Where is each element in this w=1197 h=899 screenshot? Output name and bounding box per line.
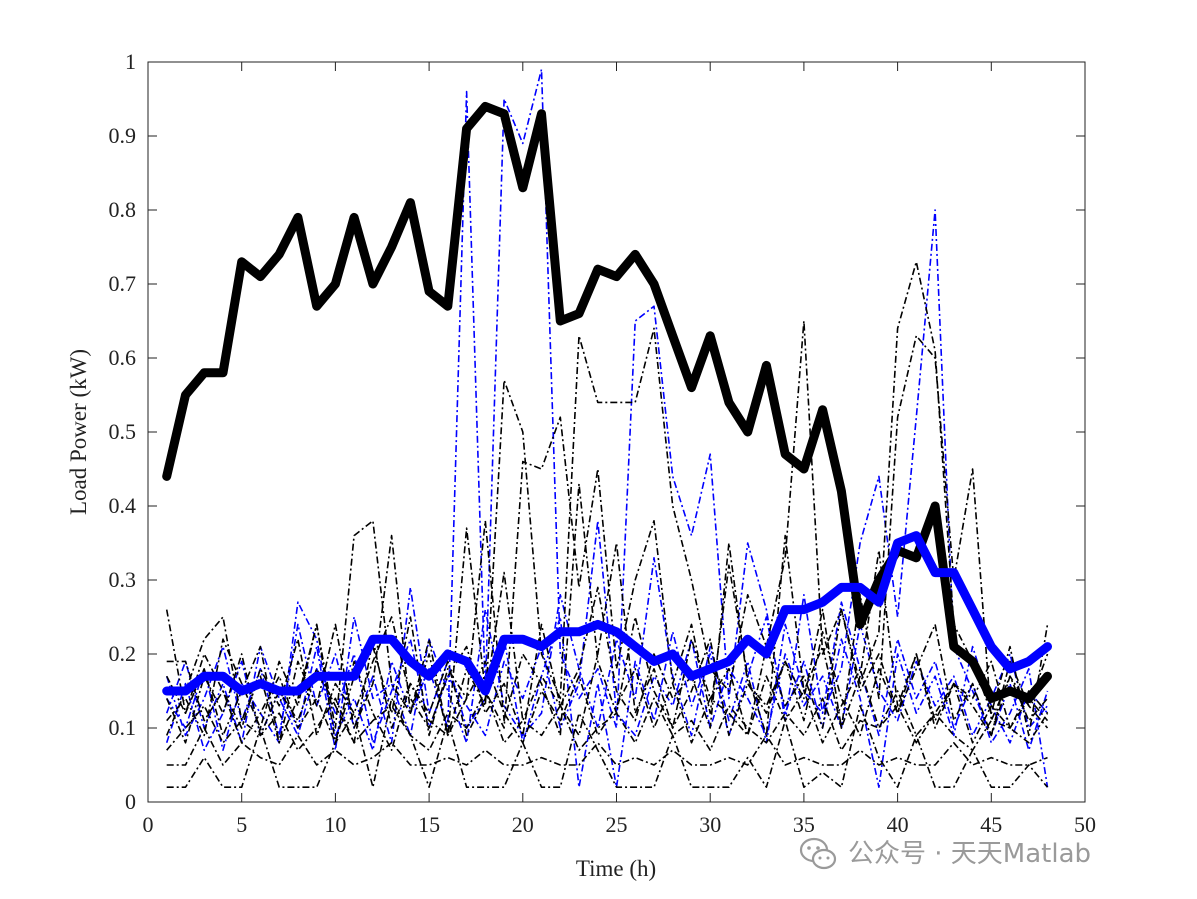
wechat-icon: [799, 837, 837, 870]
x-axis-label: Time (h): [576, 856, 656, 881]
y-tick-label: 0.5: [109, 419, 137, 444]
x-tick-label: 40: [887, 812, 909, 837]
bold-series-line-0: [162, 101, 1052, 703]
watermark: 公众号 · 天天Matlab: [799, 837, 1091, 870]
x-tick-label: 5: [236, 812, 247, 837]
series-line-5: [165, 334, 1049, 744]
y-tick-label: 0.8: [109, 197, 137, 222]
x-tick-label: 20: [512, 812, 534, 837]
series-layer: [162, 68, 1052, 789]
series-line-11: [166, 727, 1048, 766]
y-tick-label: 0: [125, 789, 136, 814]
series-line-6: [166, 697, 1049, 789]
y-tick-label: 0.2: [109, 641, 137, 666]
x-tick-label: 50: [1074, 812, 1096, 837]
y-tick-label: 0.6: [109, 345, 137, 370]
bold-series-line-1: [162, 531, 1052, 696]
x-tick-label: 35: [793, 812, 815, 837]
ticks-layer: 0 5 10 15 20 25 30 35 40 45 50 0 0.1 0.2 0.3 0.4 0.5 0.6 0…: [109, 49, 1097, 837]
y-tick-label: 0.3: [109, 567, 137, 592]
y-tick-label: 1: [125, 49, 136, 74]
series-line-0: [166, 68, 1049, 752]
y-tick-label: 0.1: [109, 715, 137, 740]
watermark-text: 公众号 · 天天Matlab: [848, 839, 1091, 869]
y-tick-label: 0.9: [109, 123, 137, 148]
series-line-10: [165, 542, 1049, 744]
series-line-2: [165, 586, 1049, 789]
y-tick-label: 0.4: [109, 493, 137, 518]
x-tick-label: 15: [418, 812, 440, 837]
series-line-12: [165, 542, 1049, 737]
x-tick-label: 10: [324, 812, 346, 837]
y-tick-label: 0.7: [109, 271, 137, 296]
y-axis-label: Load Power (kW): [66, 349, 91, 515]
x-tick-label: 25: [606, 812, 628, 837]
x-tick-label: 30: [699, 812, 721, 837]
series-line-9: [166, 690, 1049, 752]
x-tick-label: 0: [143, 812, 154, 837]
x-tick-label: 45: [980, 812, 1002, 837]
